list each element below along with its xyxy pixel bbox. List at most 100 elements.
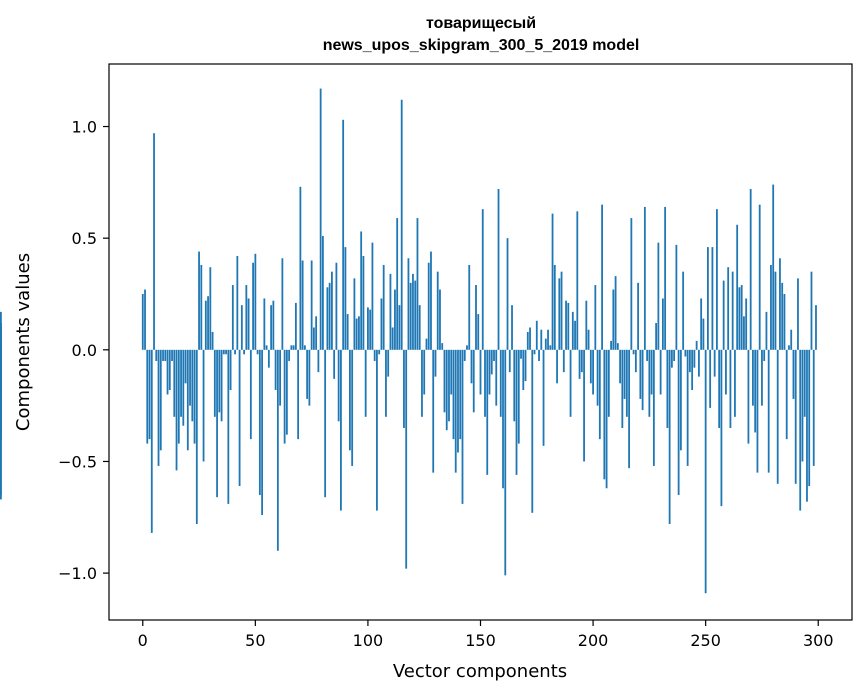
bar bbox=[598, 349, 601, 440]
bar bbox=[589, 349, 592, 384]
bar bbox=[387, 349, 390, 377]
bar bbox=[225, 349, 227, 355]
bar bbox=[484, 349, 486, 417]
bar bbox=[344, 247, 347, 350]
bar bbox=[607, 349, 610, 417]
bar bbox=[452, 349, 455, 440]
bar bbox=[754, 349, 757, 433]
bar bbox=[517, 349, 520, 444]
bar bbox=[565, 300, 567, 350]
bar bbox=[454, 349, 457, 473]
bar bbox=[364, 349, 367, 417]
bar bbox=[436, 271, 439, 350]
bar bbox=[551, 213, 554, 350]
bar bbox=[745, 298, 748, 350]
bar bbox=[477, 314, 480, 350]
bar bbox=[256, 349, 259, 355]
bar bbox=[468, 264, 471, 350]
bar bbox=[623, 349, 626, 399]
bar bbox=[321, 235, 324, 350]
bar bbox=[385, 349, 387, 417]
bar bbox=[576, 211, 579, 350]
bar bbox=[310, 260, 313, 350]
bar bbox=[578, 349, 581, 379]
bar bbox=[806, 349, 808, 502]
bar bbox=[409, 282, 412, 350]
bar bbox=[288, 349, 291, 361]
bar bbox=[648, 349, 651, 417]
bar bbox=[448, 349, 450, 422]
bar bbox=[495, 349, 498, 406]
bar bbox=[567, 302, 570, 350]
bar bbox=[247, 298, 250, 350]
bar bbox=[285, 349, 288, 435]
bar bbox=[326, 287, 329, 350]
bar bbox=[725, 349, 727, 395]
y-tick-label: 0.5 bbox=[72, 229, 97, 248]
bar bbox=[405, 349, 408, 569]
bar bbox=[758, 204, 761, 350]
bar bbox=[315, 316, 318, 350]
bar bbox=[542, 349, 545, 446]
bar bbox=[493, 349, 495, 361]
bar bbox=[349, 349, 351, 451]
bar bbox=[258, 349, 261, 495]
bar bbox=[141, 293, 144, 350]
bar bbox=[556, 349, 558, 384]
bar bbox=[445, 349, 448, 431]
bar bbox=[808, 349, 811, 487]
bar bbox=[184, 349, 187, 384]
x-tick-label: 250 bbox=[690, 631, 721, 650]
bar bbox=[731, 271, 734, 350]
bar bbox=[704, 349, 707, 594]
bar bbox=[722, 280, 725, 350]
bar bbox=[632, 349, 635, 355]
bar bbox=[342, 119, 345, 350]
bar bbox=[308, 349, 311, 406]
bar bbox=[571, 311, 574, 350]
bar bbox=[186, 349, 189, 451]
bar-series bbox=[0, 88, 817, 594]
bar bbox=[544, 338, 547, 350]
x-tick-label: 150 bbox=[465, 631, 496, 650]
bar bbox=[668, 349, 671, 524]
bar bbox=[594, 285, 597, 350]
bar bbox=[524, 349, 527, 382]
bar bbox=[670, 349, 673, 368]
bar bbox=[673, 349, 676, 361]
bar bbox=[249, 349, 252, 440]
bar bbox=[378, 349, 381, 355]
bar bbox=[173, 349, 176, 417]
bar bbox=[218, 349, 221, 413]
bar bbox=[202, 349, 205, 462]
y-tick-label: −1.0 bbox=[58, 564, 97, 583]
bar bbox=[389, 273, 392, 350]
x-axis-ticks: 0 50 100 150 200 250 300 bbox=[138, 620, 834, 650]
y-tick-label: 1.0 bbox=[72, 118, 97, 137]
bar bbox=[540, 329, 543, 350]
bar bbox=[549, 345, 552, 350]
bar bbox=[515, 349, 518, 475]
bar bbox=[353, 278, 356, 350]
bar bbox=[677, 349, 680, 495]
bar bbox=[639, 349, 642, 399]
chart-subtitle: news_upos_skipgram_300_5_2019 model bbox=[323, 37, 640, 54]
bar bbox=[360, 231, 363, 350]
bar bbox=[792, 349, 795, 399]
bar bbox=[222, 349, 225, 355]
bar bbox=[743, 316, 745, 350]
bar bbox=[772, 184, 775, 350]
bar bbox=[770, 264, 772, 350]
bar bbox=[675, 244, 678, 350]
bar bbox=[691, 349, 694, 391]
bar bbox=[182, 349, 185, 426]
bar bbox=[634, 349, 637, 373]
bar bbox=[553, 264, 556, 350]
bar bbox=[661, 298, 664, 350]
bar bbox=[535, 320, 538, 350]
bar bbox=[319, 88, 322, 350]
bar bbox=[603, 349, 606, 480]
bar bbox=[425, 338, 428, 350]
bar bbox=[747, 349, 750, 444]
